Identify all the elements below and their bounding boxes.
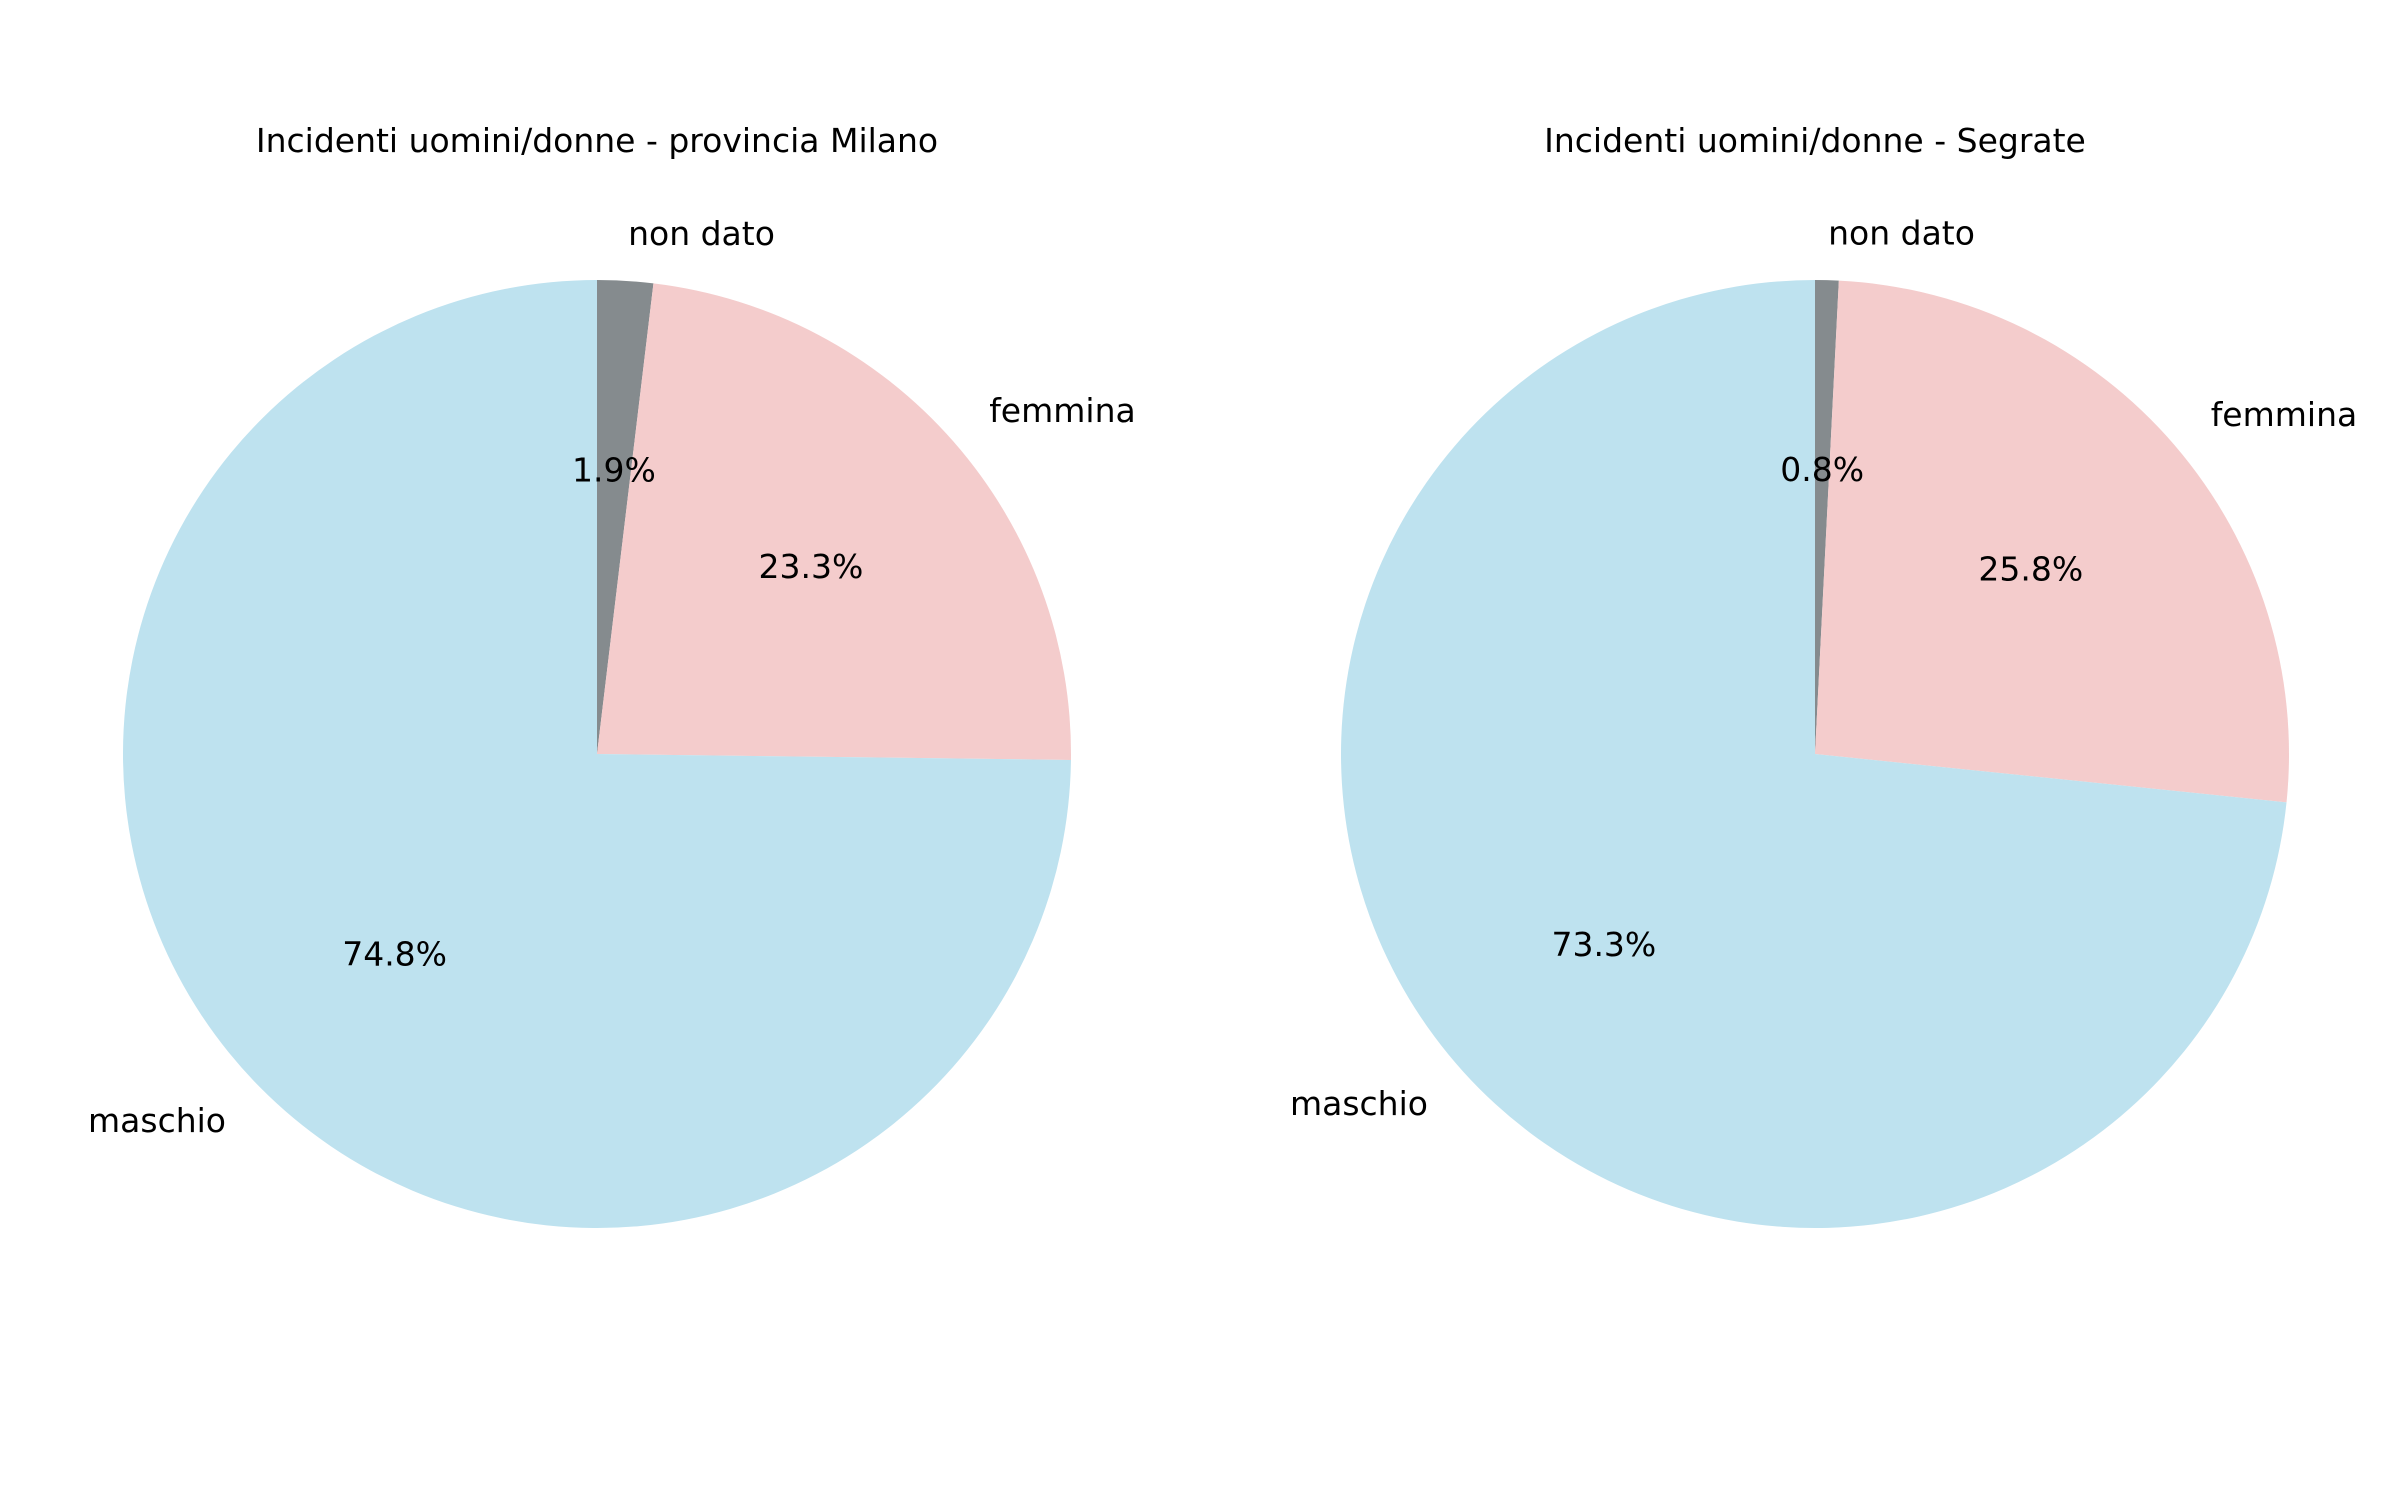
slice-label-maschio: maschio [88, 1101, 226, 1140]
slice-percent-femmina: 23.3% [758, 547, 863, 586]
pie-slice-femmina [1815, 280, 2290, 803]
slice-label-femmina: femmina [2211, 395, 2358, 434]
pie-slice-non-dato [1815, 280, 1839, 754]
slice-label-femmina: femmina [989, 391, 1136, 430]
slice-percent-non-dato: 0.8% [1780, 450, 1864, 489]
chart-title: Incidenti uomini/donne - provincia Milan… [256, 121, 938, 160]
pie-chart-segrate: Incidenti uomini/donne - Segrate non dat… [1290, 121, 2357, 1228]
pie-chart-provincia-milano: Incidenti uomini/donne - provincia Milan… [88, 121, 1136, 1228]
pie-slice-non-dato [597, 280, 654, 754]
pie-slice-maschio [122, 280, 1071, 1228]
slice-label-non-dato: non dato [1828, 213, 1975, 252]
pie-slice-maschio [1341, 280, 2287, 1228]
chart-title: Incidenti uomini/donne - Segrate [1544, 121, 2086, 160]
slice-percent-maschio: 74.8% [342, 934, 447, 973]
pie-slice-femmina [597, 283, 1071, 760]
slice-label-maschio: maschio [1290, 1084, 1428, 1123]
slice-percent-femmina: 25.8% [1978, 549, 2083, 588]
slice-percent-non-dato: 1.9% [572, 451, 656, 490]
slice-label-non-dato: non dato [628, 214, 775, 253]
slice-percent-maschio: 73.3% [1551, 925, 1656, 964]
